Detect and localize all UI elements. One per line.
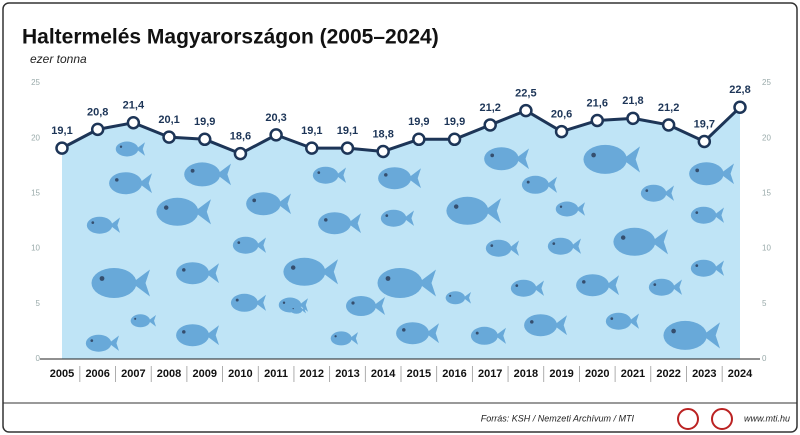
marker — [162, 130, 176, 144]
value-label: 18,8 — [372, 128, 393, 140]
marker — [233, 146, 248, 161]
chart-title: Haltermelés Magyarországon (2005–2024) — [22, 26, 439, 49]
x-tick-label: 2016 — [442, 368, 466, 380]
y-tick-label: 0 — [36, 354, 41, 363]
value-label: 18,6 — [230, 131, 251, 143]
y-tick-label: 15 — [31, 189, 40, 198]
marker — [412, 132, 426, 147]
x-tick-label: 2023 — [692, 368, 716, 380]
y2-tick-label: 25 — [762, 78, 771, 87]
logo — [711, 408, 733, 430]
source: Forrás: KSH / Nemzeti Archívum / MTI — [481, 413, 635, 423]
plot: 0 5 10 15 20 25 0 5 10 15 20 25 19,1 20,8 21,4 20,1 19,9… — [31, 78, 771, 382]
x-tick-label: 2008 — [157, 368, 181, 380]
x-tick-label: 2006 — [85, 368, 109, 380]
value-label: 21,8 — [622, 95, 643, 107]
value-label: 19,9 — [408, 116, 429, 128]
x-tick-label: 2017 — [478, 368, 502, 380]
value-label: 21,6 — [587, 97, 608, 109]
marker — [733, 100, 747, 115]
value-label: 19,1 — [337, 125, 358, 137]
marker — [697, 134, 712, 149]
marker — [126, 115, 141, 130]
x-tick-label: 2024 — [728, 368, 753, 380]
value-label: 20,6 — [551, 108, 572, 120]
x-tick-label: 2009 — [192, 368, 216, 380]
x-tick-label: 2014 — [371, 368, 396, 380]
marker — [626, 111, 640, 126]
area — [62, 107, 740, 360]
x-tick-label: 2021 — [621, 368, 645, 380]
marker — [590, 113, 605, 128]
y2-tick-label: 0 — [762, 354, 767, 363]
value-label: 19,7 — [694, 118, 715, 130]
marker — [376, 144, 390, 159]
marker — [519, 103, 533, 118]
marker — [554, 124, 569, 139]
marker — [305, 141, 319, 155]
x-tick-label: 2005 — [50, 368, 74, 380]
x-tick-label: 2012 — [300, 368, 324, 380]
logo — [677, 408, 699, 430]
value-label: 20,1 — [158, 114, 179, 126]
marker — [447, 132, 462, 147]
marker — [483, 118, 497, 132]
marker — [340, 141, 355, 155]
value-label: 20,8 — [87, 106, 108, 118]
value-label: 19,1 — [51, 125, 72, 137]
x-tick-label: 2022 — [656, 368, 680, 380]
y-tick-label: 25 — [31, 78, 40, 87]
value-label: 21,4 — [123, 100, 145, 112]
y2-tick-label: 10 — [762, 244, 771, 253]
marker — [197, 132, 212, 147]
x-tick-label: 2007 — [121, 368, 145, 380]
y2-tick-label: 15 — [762, 189, 771, 198]
value-label: 22,8 — [729, 84, 750, 96]
y2-tick-label: 5 — [762, 299, 767, 308]
value-label: 19,9 — [194, 116, 215, 128]
x-tick-label: 2018 — [514, 368, 538, 380]
value-label: 20,3 — [265, 112, 286, 124]
marker — [90, 122, 105, 137]
y2-tick-label: 20 — [762, 133, 771, 142]
marker — [661, 118, 676, 132]
x-tick-label: 2019 — [549, 368, 573, 380]
value-label: 21,2 — [479, 102, 500, 114]
marker — [269, 128, 283, 142]
x-tick-label: 2011 — [264, 368, 288, 380]
value-label: 21,2 — [658, 102, 679, 114]
y-tick-label: 5 — [36, 299, 41, 308]
x-tick-label: 2013 — [335, 368, 359, 380]
chart-subtitle: ezer tonna — [30, 52, 87, 66]
x-tick-label: 2010 — [228, 368, 252, 380]
value-label: 19,9 — [444, 116, 465, 128]
marker — [55, 141, 69, 155]
x-tick-label: 2015 — [407, 368, 431, 380]
x-tick-label: 2020 — [585, 368, 609, 380]
y-tick-label: 20 — [31, 133, 40, 142]
website: www.mti.hu — [744, 413, 790, 423]
value-label: 22,5 — [515, 88, 536, 100]
value-label: 19,1 — [301, 125, 322, 137]
y-tick-label: 10 — [31, 244, 40, 253]
